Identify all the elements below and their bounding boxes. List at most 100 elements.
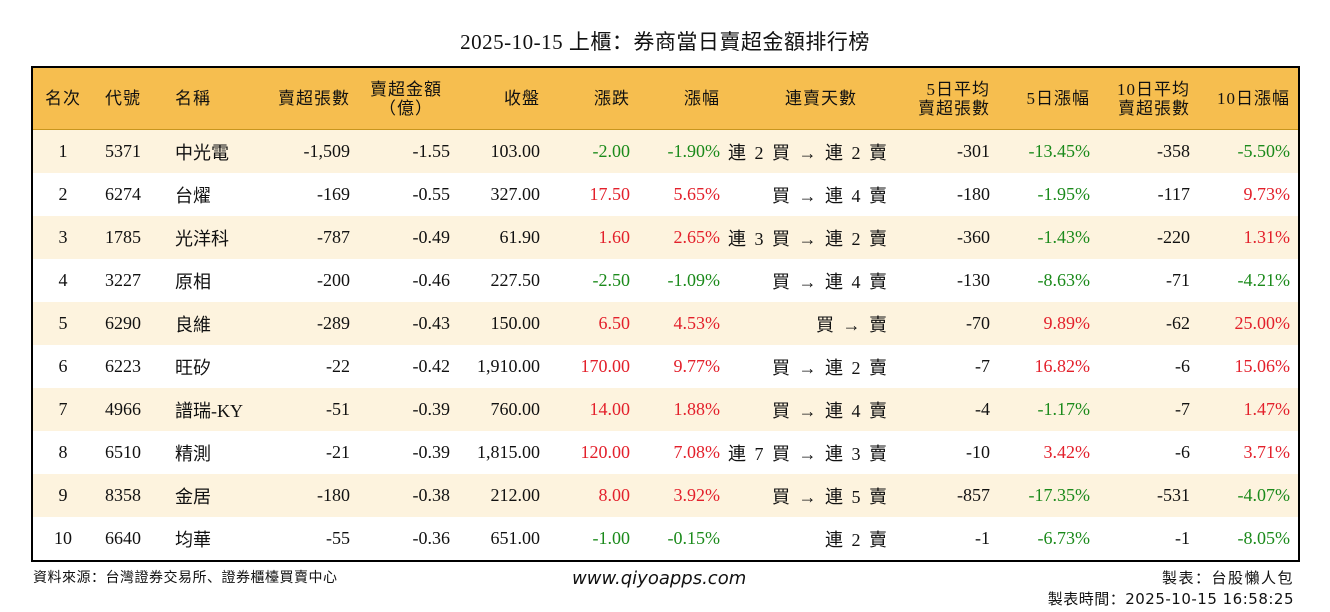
cell-streak: 買 → 連 4 賣	[772, 400, 889, 421]
cell-close: 103.00	[490, 141, 541, 161]
header-code: 代號	[105, 89, 141, 108]
cell-sell-amount: -0.38	[412, 485, 451, 505]
author-label: 製表：台股懶人包	[1161, 569, 1294, 587]
cell-sell-shares: -289	[317, 313, 350, 333]
cell-close: 227.50	[490, 270, 541, 290]
cell-rank: 2	[58, 184, 68, 204]
cell-streak: 連 7 買 → 連 3 賣	[728, 443, 889, 464]
cell-pct: 1.88%	[673, 399, 721, 419]
cell-sell-shares: -55	[326, 528, 350, 548]
cell-rank: 7	[58, 399, 68, 419]
header-sell-shares: 賣超張數	[278, 89, 350, 108]
cell-rank: 8	[58, 442, 68, 462]
cell-code: 6223	[105, 356, 141, 376]
cell-avg10: -358	[1157, 141, 1190, 161]
cell-streak: 連 3 買 → 連 2 賣	[728, 228, 889, 249]
table-row: 3 1785 光洋科 -787 -0.49 61.90 1.60 2.65% 連 3 買 → 連…	[33, 216, 1298, 259]
cell-streak: 買 → 賣	[816, 314, 889, 335]
cell-pct10: 25.00%	[1234, 313, 1291, 333]
cell-pct: 3.92%	[673, 485, 721, 505]
header-change: 漲跌	[594, 89, 630, 108]
header-pct5: 5日漲幅	[1026, 89, 1090, 108]
ranking-table: 名次 代號 名稱 賣超張數 賣超金額 （億） 收盤 漲跌 漲幅 連賣天數 5日平…	[31, 66, 1300, 562]
cell-sell-amount: -0.46	[412, 270, 451, 290]
cell-avg10: -6	[1175, 442, 1190, 462]
cell-close: 651.00	[490, 528, 541, 548]
cell-pct10: -4.07%	[1237, 485, 1291, 505]
cell-code: 3227	[105, 270, 141, 290]
cell-close: 61.90	[499, 227, 541, 247]
cell-avg10: -1	[1175, 528, 1190, 548]
cell-sell-amount: -1.55	[412, 141, 451, 161]
cell-streak: 連 2 賣	[825, 529, 889, 550]
cell-rank: 5	[58, 313, 68, 333]
cell-avg5: -857	[957, 485, 990, 505]
cell-name: 良維	[175, 314, 211, 335]
cell-avg5: -4	[975, 399, 990, 419]
cell-avg5: -301	[957, 141, 990, 161]
cell-change: 120.00	[580, 442, 631, 462]
table-row: 4 3227 原相 -200 -0.46 227.50 -2.50 -1.09% 買 → 連 4…	[33, 259, 1298, 302]
table-row: 9 8358 金居 -180 -0.38 212.00 8.00 3.92% 買 → 連 5 賣…	[33, 474, 1298, 517]
cell-sell-amount: -0.49	[412, 227, 451, 247]
header-avg10: 10日平均 賣超張數	[1093, 68, 1190, 129]
cell-pct5: 9.89%	[1043, 313, 1091, 333]
header-rank: 名次	[45, 89, 81, 108]
cell-rank: 4	[58, 270, 68, 290]
cell-change: 14.00	[589, 399, 631, 419]
cell-streak: 買 → 連 4 賣	[772, 271, 889, 292]
table-row: 8 6510 精測 -21 -0.39 1,815.00 120.00 7.08% 連 7 買 …	[33, 431, 1298, 474]
cell-pct: 5.65%	[673, 184, 721, 204]
cell-code: 4966	[105, 399, 141, 419]
header-close: 收盤	[504, 89, 540, 108]
cell-pct10: 1.47%	[1243, 399, 1291, 419]
cell-pct: -1.09%	[667, 270, 721, 290]
cell-pct5: -8.63%	[1037, 270, 1091, 290]
cell-sell-shares: -21	[326, 442, 350, 462]
cell-pct5: -1.43%	[1037, 227, 1091, 247]
cell-sell-shares: -200	[317, 270, 350, 290]
cell-name: 均華	[175, 529, 211, 550]
header-streak: 連賣天數	[785, 89, 857, 108]
cell-code: 6510	[105, 442, 141, 462]
cell-name: 光洋科	[175, 228, 229, 249]
cell-name: 中光電	[175, 142, 229, 163]
table-row: 1 5371 中光電 -1,509 -1.55 103.00 -2.00 -1.90% 連 2 …	[33, 130, 1298, 173]
cell-avg10: -71	[1166, 270, 1190, 290]
cell-rank: 3	[58, 227, 68, 247]
cell-avg5: -130	[957, 270, 990, 290]
table-row: 5 6290 良維 -289 -0.43 150.00 6.50 4.53% 買 → 賣 -70 9…	[33, 302, 1298, 345]
cell-pct10: -4.21%	[1237, 270, 1291, 290]
cell-rank: 10	[54, 528, 72, 548]
header-sell-amount-line1: 賣超金額	[370, 79, 442, 99]
cell-pct10: 3.71%	[1243, 442, 1291, 462]
header-avg10-line1: 10日平均	[1117, 79, 1190, 99]
cell-pct10: 9.73%	[1243, 184, 1291, 204]
cell-sell-amount: -0.39	[412, 442, 451, 462]
cell-close: 760.00	[490, 399, 541, 419]
cell-pct5: -17.35%	[1028, 485, 1091, 505]
cell-pct5: -6.73%	[1037, 528, 1091, 548]
cell-sell-shares: -169	[317, 184, 350, 204]
cell-change: -2.50	[592, 270, 631, 290]
cell-name: 譜瑞-KY	[175, 400, 243, 421]
cell-pct5: 16.82%	[1034, 356, 1091, 376]
cell-pct10: -8.05%	[1237, 528, 1291, 548]
cell-avg10: -7	[1175, 399, 1190, 419]
cell-pct5: 3.42%	[1043, 442, 1091, 462]
cell-code: 6290	[105, 313, 141, 333]
header-pct10: 10日漲幅	[1217, 89, 1290, 108]
cell-pct10: 15.06%	[1234, 356, 1291, 376]
cell-streak: 買 → 連 2 賣	[772, 357, 889, 378]
cell-close: 1,815.00	[477, 442, 540, 462]
website-link[interactable]: www.qiyoapps.com	[572, 568, 747, 589]
cell-sell-shares: -1,509	[303, 141, 351, 161]
cell-pct: 2.65%	[673, 227, 721, 247]
cell-avg10: -220	[1157, 227, 1190, 247]
cell-code: 8358	[105, 485, 141, 505]
cell-sell-amount: -0.39	[412, 399, 451, 419]
cell-pct: 7.08%	[673, 442, 721, 462]
cell-change: -2.00	[592, 141, 631, 161]
cell-sell-shares: -180	[317, 485, 350, 505]
table-header: 名次 代號 名稱 賣超張數 賣超金額 （億） 收盤 漲跌 漲幅 連賣天數 5日平…	[33, 68, 1298, 130]
